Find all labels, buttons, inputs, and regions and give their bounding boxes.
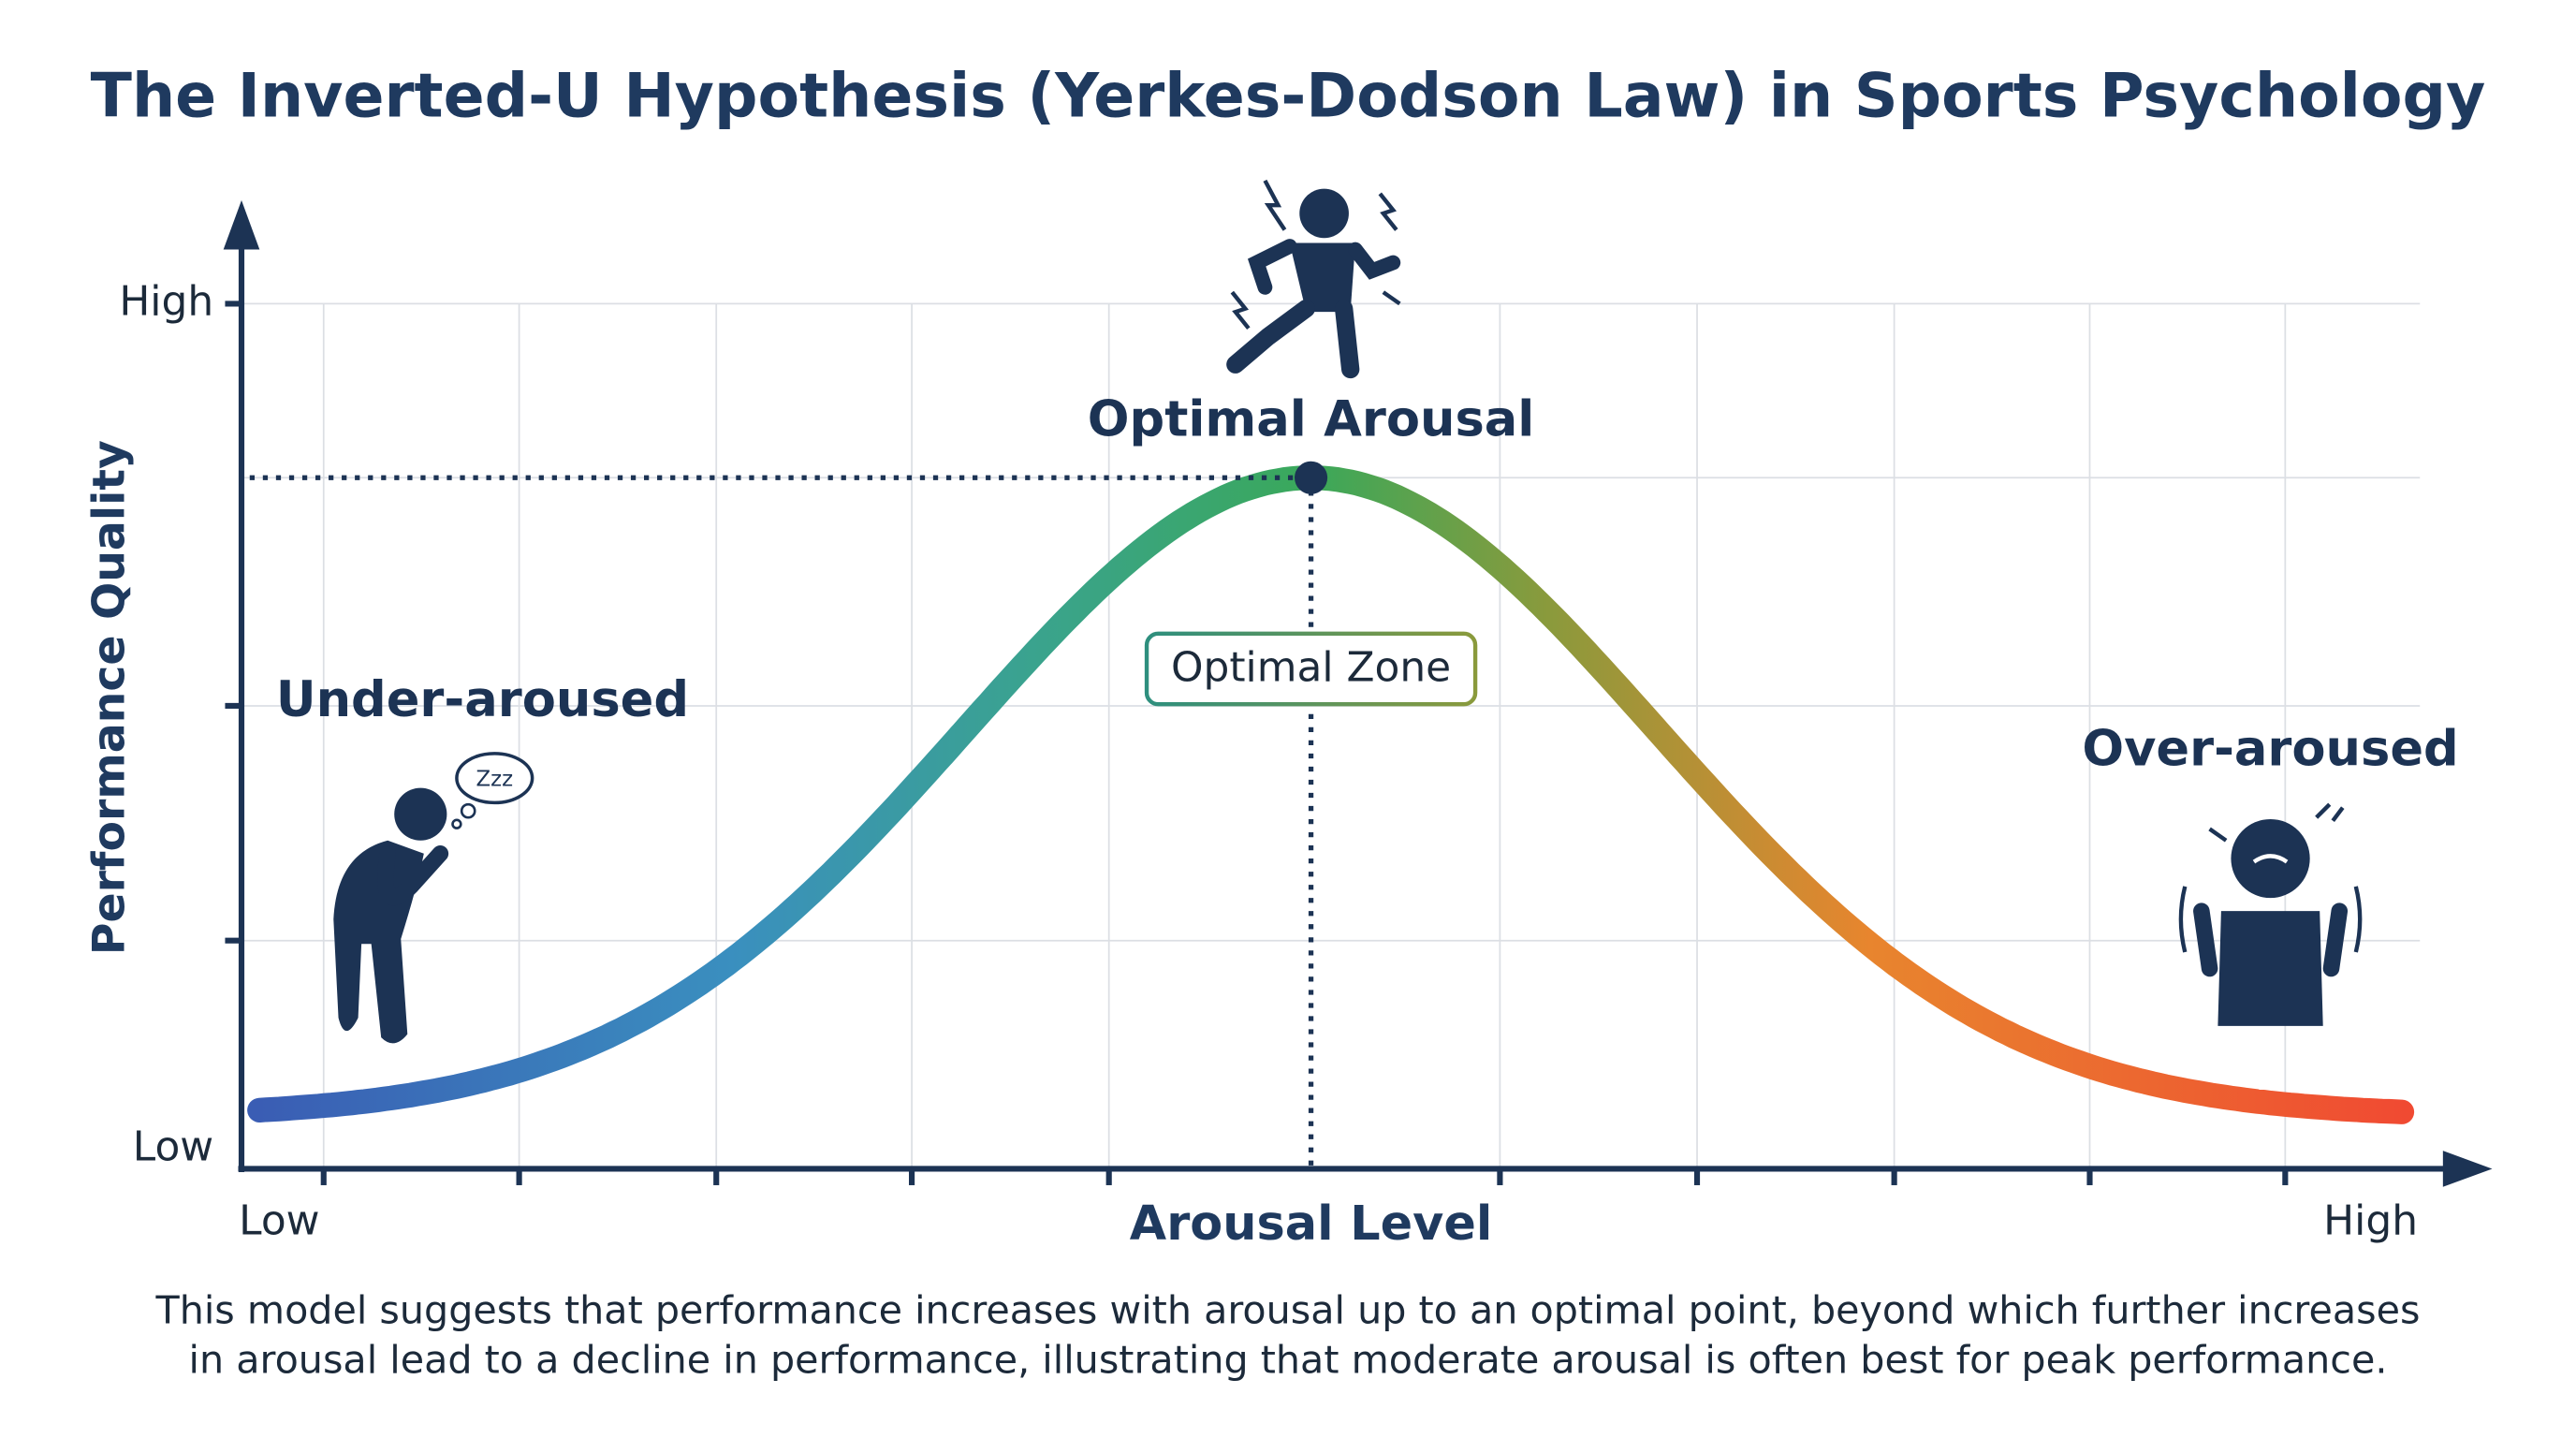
peak-point <box>1295 461 1328 494</box>
x-tick-label: High <box>2323 1196 2418 1244</box>
x-axis-title: Arousal Level <box>1130 1196 1492 1251</box>
x-tick-label: Low <box>239 1196 319 1244</box>
axes <box>225 229 2456 1185</box>
zone-label: Optimal Zone <box>1171 643 1451 691</box>
x-arrow <box>2442 1151 2493 1187</box>
peak-label: Optimal Arousal <box>1088 390 1535 448</box>
right-label: Over-aroused <box>2082 721 2458 778</box>
zone-box <box>1144 631 1478 707</box>
title: The Inverted-U Hypothesis (Yerkes-Dodson… <box>91 62 2486 132</box>
y-arrow <box>223 199 260 250</box>
caption-line: in arousal lead to a decline in performa… <box>189 1337 2388 1382</box>
caption-line: This model suggests that performance inc… <box>155 1288 2421 1333</box>
athlete-icon <box>1226 179 1401 379</box>
y-axis-title: Performance Quality <box>83 440 135 955</box>
left-label: Under-aroused <box>276 671 689 728</box>
curve <box>247 465 2415 1124</box>
sleep-bubble: Zzz <box>451 752 534 829</box>
tired-icon <box>333 787 449 1044</box>
sleep-text: Zzz <box>476 767 513 791</box>
y-tick-label: High <box>119 277 213 325</box>
anxious-icon <box>2178 802 2363 1026</box>
y-tick-label: Low <box>133 1123 213 1170</box>
optimal-guides <box>249 475 1314 1166</box>
